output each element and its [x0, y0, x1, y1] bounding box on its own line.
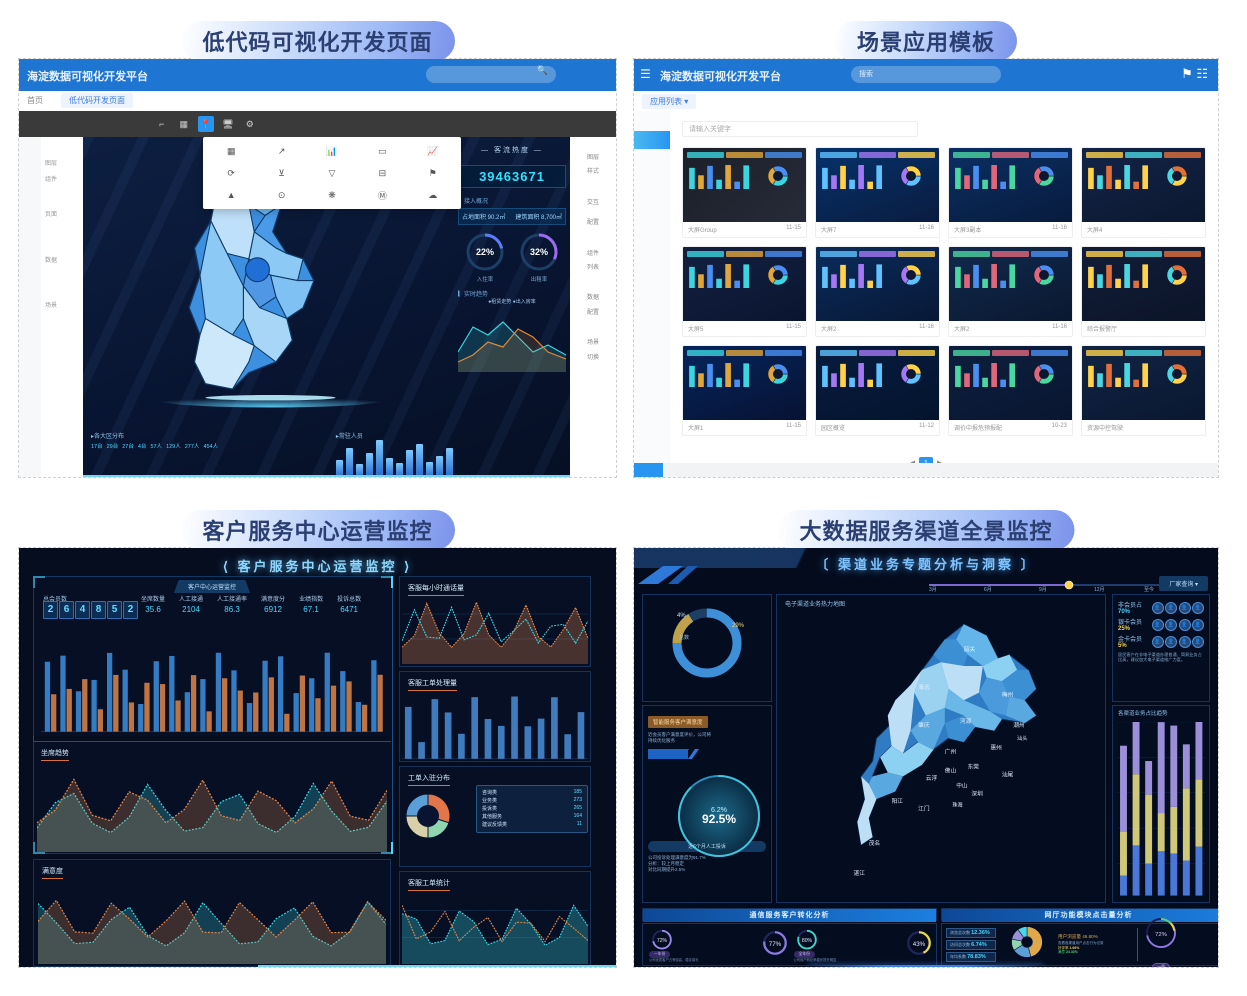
svg-text:珠海: 珠海	[952, 801, 962, 809]
svg-text:惠州: 惠州	[990, 744, 1002, 752]
svg-text:3月: 3月	[929, 587, 937, 592]
svg-text:总数: 总数	[679, 634, 689, 641]
svg-text:东莞: 东莞	[968, 763, 980, 771]
svg-text:22%: 22%	[476, 247, 494, 257]
svg-text:43%: 43%	[913, 941, 926, 948]
svg-text:云浮: 云浮	[926, 774, 938, 782]
svg-text:77%: 77%	[768, 941, 781, 948]
svg-text:12月: 12月	[1094, 587, 1105, 592]
svg-text:6月: 6月	[984, 587, 992, 592]
svg-text:深圳: 深圳	[971, 789, 983, 797]
svg-text:72%: 72%	[657, 938, 668, 944]
svg-text:29%: 29%	[732, 623, 745, 629]
svg-text:江门: 江门	[918, 805, 930, 813]
svg-text:茂名: 茂名	[869, 839, 880, 847]
svg-text:广州: 广州	[945, 748, 957, 756]
svg-text:32%: 32%	[530, 247, 548, 257]
svg-text:阳江: 阳江	[892, 797, 904, 805]
svg-text:9月: 9月	[1039, 587, 1047, 592]
svg-text:中山: 中山	[956, 782, 968, 790]
svg-text:80%: 80%	[801, 938, 812, 944]
svg-text:至今: 至今	[1144, 586, 1154, 592]
svg-text:汕头: 汕头	[1017, 734, 1027, 742]
svg-text:4%: 4%	[677, 613, 686, 619]
svg-text:佛山: 佛山	[945, 767, 957, 775]
svg-text:湛江: 湛江	[854, 870, 866, 877]
svg-text:92.5%: 92.5%	[702, 812, 736, 826]
svg-text:汕尾: 汕尾	[1002, 770, 1014, 778]
svg-text:72%: 72%	[1155, 932, 1168, 938]
